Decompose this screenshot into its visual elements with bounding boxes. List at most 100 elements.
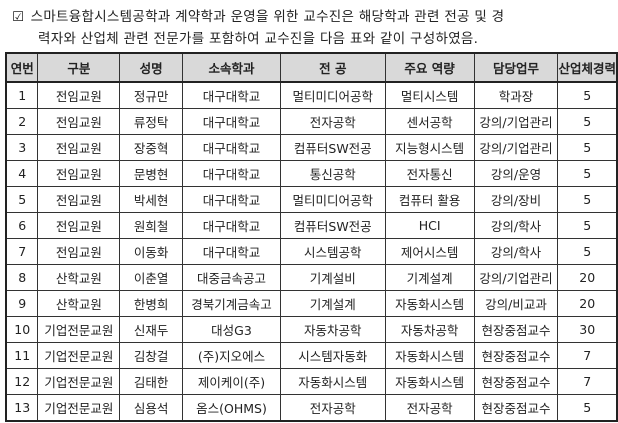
header-name: 성명 bbox=[119, 52, 184, 83]
cell-competency: 기계설계 bbox=[384, 264, 475, 291]
cell-duty: 강의/학사 bbox=[473, 212, 559, 239]
cell-no: 9 bbox=[5, 290, 39, 317]
cell-duty: 현장중점교수 bbox=[473, 316, 559, 343]
cell-name: 박세현 bbox=[119, 186, 184, 213]
cell-affiliation: (주)지오에스 bbox=[182, 342, 281, 369]
cell-category: 전임교원 bbox=[37, 81, 121, 109]
cell-major: 컴퓨터SW전공 bbox=[279, 134, 386, 161]
cell-category: 전임교원 bbox=[37, 134, 121, 161]
cell-competency: 자동화시스템 bbox=[384, 368, 475, 395]
header-no: 연번 bbox=[5, 52, 39, 83]
cell-major: 시스템자동화 bbox=[279, 342, 386, 369]
cell-competency: 전자공학 bbox=[384, 394, 475, 422]
cell-major: 멀티미디어공학 bbox=[279, 186, 386, 213]
cell-competency: 지능형시스템 bbox=[384, 134, 475, 161]
cell-competency: 자동화시스템 bbox=[384, 290, 475, 317]
table-row: 11 기업전문교원 김창걸 (주)지오에스 시스템자동화 자동화시스템 현장중점교수 7 bbox=[5, 342, 618, 369]
cell-competency: 멀티시스템 bbox=[384, 81, 475, 109]
cell-name: 김태한 bbox=[119, 368, 184, 395]
cell-affiliation: 대구대학교 bbox=[182, 81, 281, 109]
cell-name: 이동화 bbox=[119, 238, 184, 265]
cell-industry-years: 30 bbox=[557, 316, 618, 343]
cell-competency: 컴퓨터 활용 bbox=[384, 186, 475, 213]
header-industry-years: 산업체경력 bbox=[557, 52, 618, 83]
cell-no: 7 bbox=[5, 238, 39, 265]
cell-duty: 강의/운영 bbox=[473, 160, 559, 187]
table-row: 10 기업전문교원 신재두 대성G3 자동차공학 자동차공학 현장중점교수 30 bbox=[5, 316, 618, 343]
cell-affiliation: 대구대학교 bbox=[182, 134, 281, 161]
cell-no: 11 bbox=[5, 342, 39, 369]
cell-affiliation: 제이케이(주) bbox=[182, 368, 281, 395]
cell-no: 5 bbox=[5, 186, 39, 213]
cell-name: 김창걸 bbox=[119, 342, 184, 369]
cell-industry-years: 5 bbox=[557, 81, 618, 109]
table-row: 9 산학교원 한병희 경북기계금속고 기계설계 자동화시스템 강의/비교과 20 bbox=[5, 290, 618, 317]
table-row: 13 기업전문교원 심용석 옴스(OHMS) 전자공학 전자공학 현장중점교수 5 bbox=[5, 394, 618, 422]
header-duty: 담당업무 bbox=[473, 52, 559, 83]
table-row: 2 전임교원 류정탁 대구대학교 전자공학 센서공학 강의/기업관리 5 bbox=[5, 108, 618, 135]
cell-industry-years: 5 bbox=[557, 108, 618, 135]
cell-name: 류정탁 bbox=[119, 108, 184, 135]
cell-competency: HCI bbox=[384, 212, 475, 239]
cell-competency: 자동화시스템 bbox=[384, 342, 475, 369]
cell-major: 시스템공학 bbox=[279, 238, 386, 265]
intro-paragraph: ☑ 스마트융합시스템공학과 계약학과 운영을 위한 교수진은 해당학과 관련 전… bbox=[12, 6, 616, 50]
cell-category: 산학교원 bbox=[37, 264, 121, 291]
table-row: 6 전임교원 원희철 대구대학교 컴퓨터SW전공 HCI 강의/학사 5 bbox=[5, 212, 618, 239]
cell-major: 멀티미디어공학 bbox=[279, 81, 386, 109]
cell-affiliation: 대구대학교 bbox=[182, 186, 281, 213]
cell-industry-years: 5 bbox=[557, 186, 618, 213]
cell-industry-years: 20 bbox=[557, 264, 618, 291]
cell-affiliation: 대구대학교 bbox=[182, 160, 281, 187]
cell-category: 기업전문교원 bbox=[37, 316, 121, 343]
cell-industry-years: 7 bbox=[557, 368, 618, 395]
table-header-row: 연번 구분 성명 소속학과 전 공 주요 역량 담당업무 산업체경력 bbox=[5, 52, 618, 83]
cell-no: 2 bbox=[5, 108, 39, 135]
cell-category: 기업전문교원 bbox=[37, 368, 121, 395]
cell-category: 전임교원 bbox=[37, 108, 121, 135]
cell-duty: 강의/기업관리 bbox=[473, 264, 559, 291]
header-competency: 주요 역량 bbox=[384, 52, 475, 83]
table-row: 3 전임교원 장중혁 대구대학교 컴퓨터SW전공 지능형시스템 강의/기업관리 5 bbox=[5, 134, 618, 161]
cell-name: 원희철 bbox=[119, 212, 184, 239]
cell-no: 12 bbox=[5, 368, 39, 395]
cell-duty: 강의/비교과 bbox=[473, 290, 559, 317]
table-row: 7 전임교원 이동화 대구대학교 시스템공학 제어시스템 강의/학사 5 bbox=[5, 238, 618, 265]
cell-affiliation: 대구대학교 bbox=[182, 212, 281, 239]
intro-line-1: 스마트융합시스템공학과 계약학과 운영을 위한 교수진은 해당학과 관련 전공 … bbox=[30, 9, 505, 25]
header-major: 전 공 bbox=[279, 52, 386, 83]
cell-name: 심용석 bbox=[119, 394, 184, 422]
cell-no: 10 bbox=[5, 316, 39, 343]
cell-name: 장중혁 bbox=[119, 134, 184, 161]
table-row: 1 전임교원 정규만 대구대학교 멀티미디어공학 멀티시스템 학과장 5 bbox=[5, 81, 618, 109]
cell-category: 기업전문교원 bbox=[37, 394, 121, 422]
cell-no: 1 bbox=[5, 81, 39, 109]
cell-industry-years: 5 bbox=[557, 134, 618, 161]
cell-major: 전자공학 bbox=[279, 394, 386, 422]
cell-name: 정규만 bbox=[119, 81, 184, 109]
cell-duty: 학과장 bbox=[473, 81, 559, 109]
cell-affiliation: 옴스(OHMS) bbox=[182, 394, 281, 422]
cell-duty: 현장중점교수 bbox=[473, 342, 559, 369]
cell-no: 8 bbox=[5, 264, 39, 291]
table-row: 8 산학교원 이춘열 대중금속공고 기계설비 기계설계 강의/기업관리 20 bbox=[5, 264, 618, 291]
cell-name: 신재두 bbox=[119, 316, 184, 343]
cell-affiliation: 대구대학교 bbox=[182, 238, 281, 265]
cell-category: 산학교원 bbox=[37, 290, 121, 317]
table-row: 12 기업전문교원 김태한 제이케이(주) 자동화시스템 자동화시스템 현장중점교수 7 bbox=[5, 368, 618, 395]
table-row: 4 전임교원 문병현 대구대학교 통신공학 전자통신 강의/운영 5 bbox=[5, 160, 618, 187]
cell-no: 3 bbox=[5, 134, 39, 161]
cell-category: 전임교원 bbox=[37, 186, 121, 213]
table-row: 5 전임교원 박세현 대구대학교 멀티미디어공학 컴퓨터 활용 강의/장비 5 bbox=[5, 186, 618, 213]
header-category: 구분 bbox=[37, 52, 121, 83]
cell-competency: 전자통신 bbox=[384, 160, 475, 187]
cell-major: 자동차공학 bbox=[279, 316, 386, 343]
cell-affiliation: 경북기계금속고 bbox=[182, 290, 281, 317]
cell-affiliation: 대중금속공고 bbox=[182, 264, 281, 291]
cell-major: 전자공학 bbox=[279, 108, 386, 135]
cell-duty: 강의/장비 bbox=[473, 186, 559, 213]
cell-duty: 현장중점교수 bbox=[473, 394, 559, 422]
cell-major: 통신공학 bbox=[279, 160, 386, 187]
cell-major: 자동화시스템 bbox=[279, 368, 386, 395]
cell-no: 6 bbox=[5, 212, 39, 239]
